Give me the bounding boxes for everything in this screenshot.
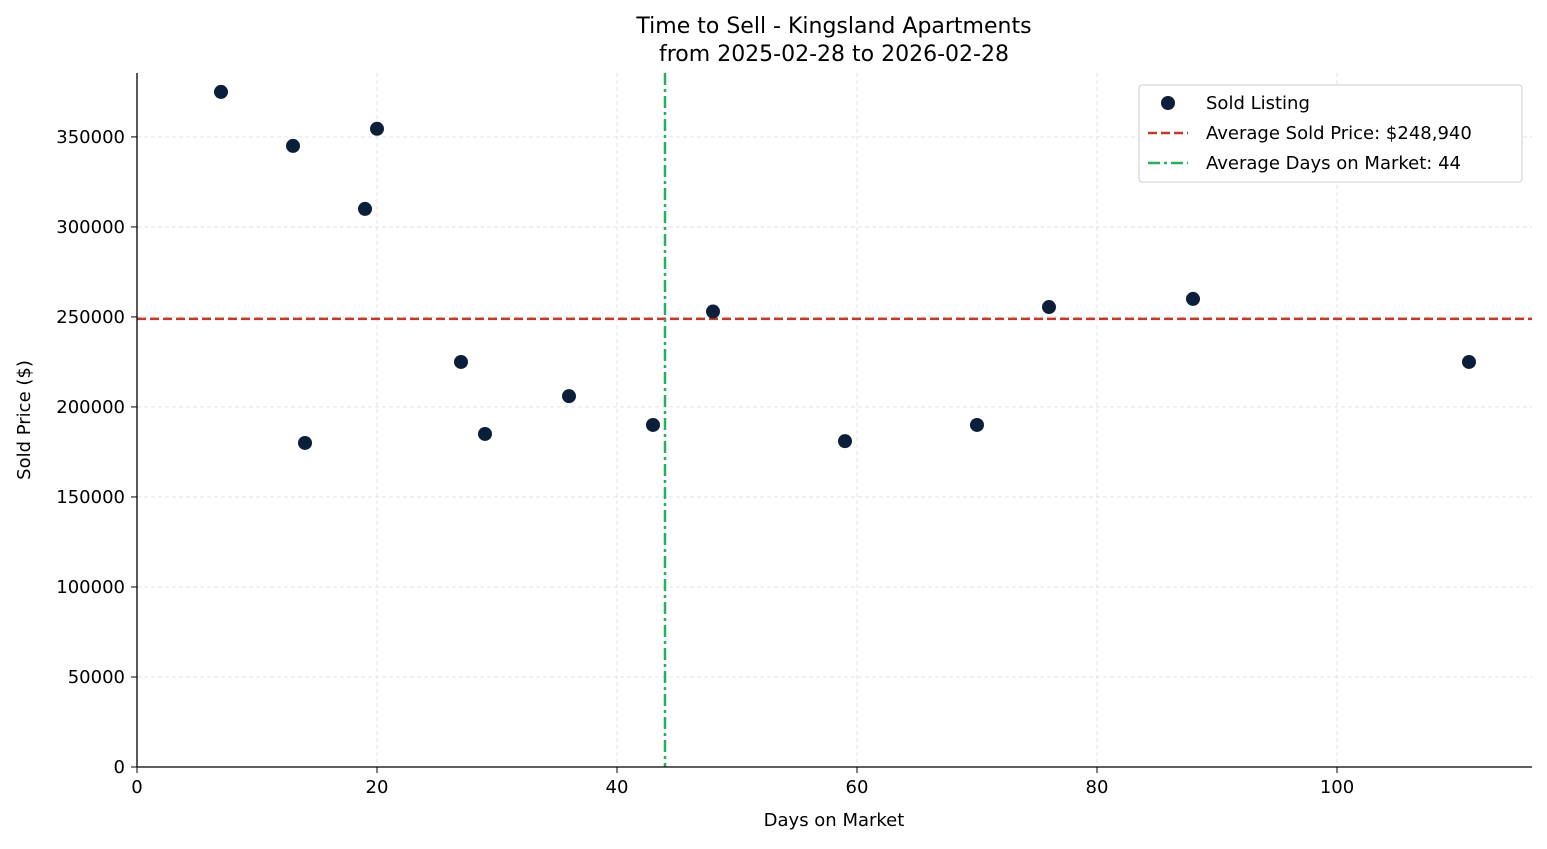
- data-point: [478, 426, 492, 441]
- legend-marker-sold-listing: [1161, 96, 1175, 110]
- y-tick-label: 200000: [56, 397, 125, 418]
- data-point: [358, 201, 372, 216]
- x-axis-label: Days on Market: [764, 810, 905, 831]
- data-point: [370, 121, 384, 136]
- x-tick-label: 100: [1320, 777, 1354, 798]
- reference-lines: [137, 73, 1532, 767]
- legend-label-avg-price: Average Sold Price: $248,940: [1206, 123, 1472, 144]
- data-point: [706, 304, 720, 319]
- y-tick-label: 250000: [56, 307, 125, 328]
- y-tick-label: 300000: [56, 217, 125, 238]
- legend: Sold Listing Average Sold Price: $248,94…: [1138, 84, 1523, 183]
- data-point: [214, 84, 228, 99]
- data-point: [562, 389, 576, 404]
- data-point: [970, 417, 984, 432]
- y-tick-label: 100000: [56, 577, 125, 598]
- y-tick-label: 0: [114, 757, 125, 778]
- data-point: [1042, 300, 1056, 315]
- x-tick-label: 60: [846, 777, 869, 798]
- data-point: [646, 417, 660, 432]
- x-tick-label: 80: [1086, 777, 1109, 798]
- data-point: [838, 434, 852, 449]
- data-point: [1462, 354, 1476, 369]
- y-tick-label: 50000: [68, 667, 125, 688]
- data-point: [298, 435, 312, 450]
- axes: 0 20 40 60 80 100 0 50000 100000 150000 200000 2500…: [56, 73, 1532, 798]
- data-point: [454, 354, 468, 369]
- grid: [137, 73, 1532, 767]
- y-axis-label: Sold Price ($): [14, 360, 35, 480]
- x-tick-label: 0: [131, 777, 142, 798]
- x-tick-label: 40: [606, 777, 629, 798]
- y-tick-label: 150000: [56, 487, 125, 508]
- legend-label-sold-listing: Sold Listing: [1206, 93, 1310, 114]
- data-points: [214, 84, 1476, 450]
- y-tick-label: 350000: [56, 127, 125, 148]
- x-tick-label: 20: [366, 777, 389, 798]
- chart-title: Time to Sell - Kingsland Apartments: [635, 14, 1031, 39]
- data-point: [286, 138, 300, 153]
- chart-subtitle: from 2025-02-28 to 2026-02-28: [659, 42, 1009, 67]
- data-point: [1186, 291, 1200, 306]
- legend-label-avg-days: Average Days on Market: 44: [1206, 153, 1461, 174]
- legend-box: [1138, 84, 1523, 183]
